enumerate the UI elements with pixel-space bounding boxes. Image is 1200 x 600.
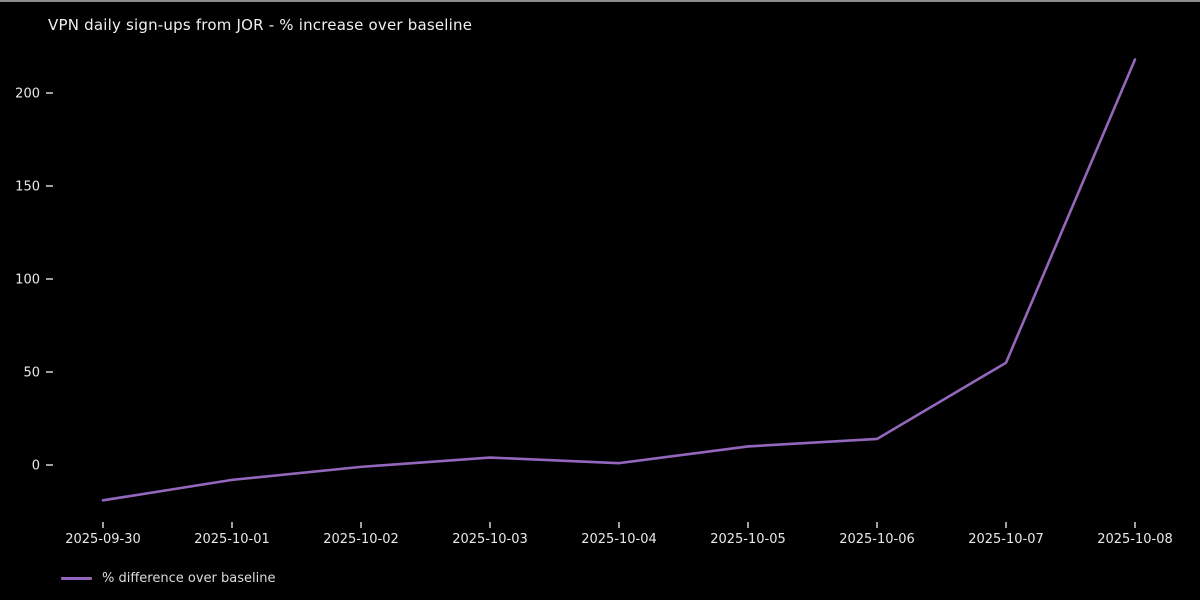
window-top-border xyxy=(0,0,1200,2)
x-axis-tick-label: 2025-10-05 xyxy=(710,532,786,547)
legend: % difference over baseline xyxy=(61,570,275,586)
y-axis-tick-label: 200 xyxy=(15,87,40,102)
y-axis-tick-label: 150 xyxy=(15,180,40,195)
x-axis-tick-label: 2025-10-06 xyxy=(839,532,915,547)
x-axis-tick-label: 2025-10-03 xyxy=(452,532,528,547)
series-line xyxy=(101,58,1137,502)
x-axis-tick-label: 2025-10-07 xyxy=(968,532,1044,547)
legend-label: % difference over baseline xyxy=(102,570,276,586)
y-axis-tick-label: 50 xyxy=(23,366,40,381)
x-axis-tick-label: 2025-10-04 xyxy=(581,532,657,547)
x-axis-tick-label: 2025-10-01 xyxy=(194,532,270,547)
y-axis-tick-label: 0 xyxy=(32,459,40,474)
y-axis-tick-label: 100 xyxy=(15,273,40,288)
legend-line-swatch xyxy=(61,576,92,580)
x-axis-tick-label: 2025-10-08 xyxy=(1097,532,1173,547)
x-axis-tick-label: 2025-09-30 xyxy=(65,532,141,547)
chart-title: VPN daily sign-ups from JOR - % increase… xyxy=(48,16,473,34)
x-axis-tick-label: 2025-10-02 xyxy=(323,532,399,547)
